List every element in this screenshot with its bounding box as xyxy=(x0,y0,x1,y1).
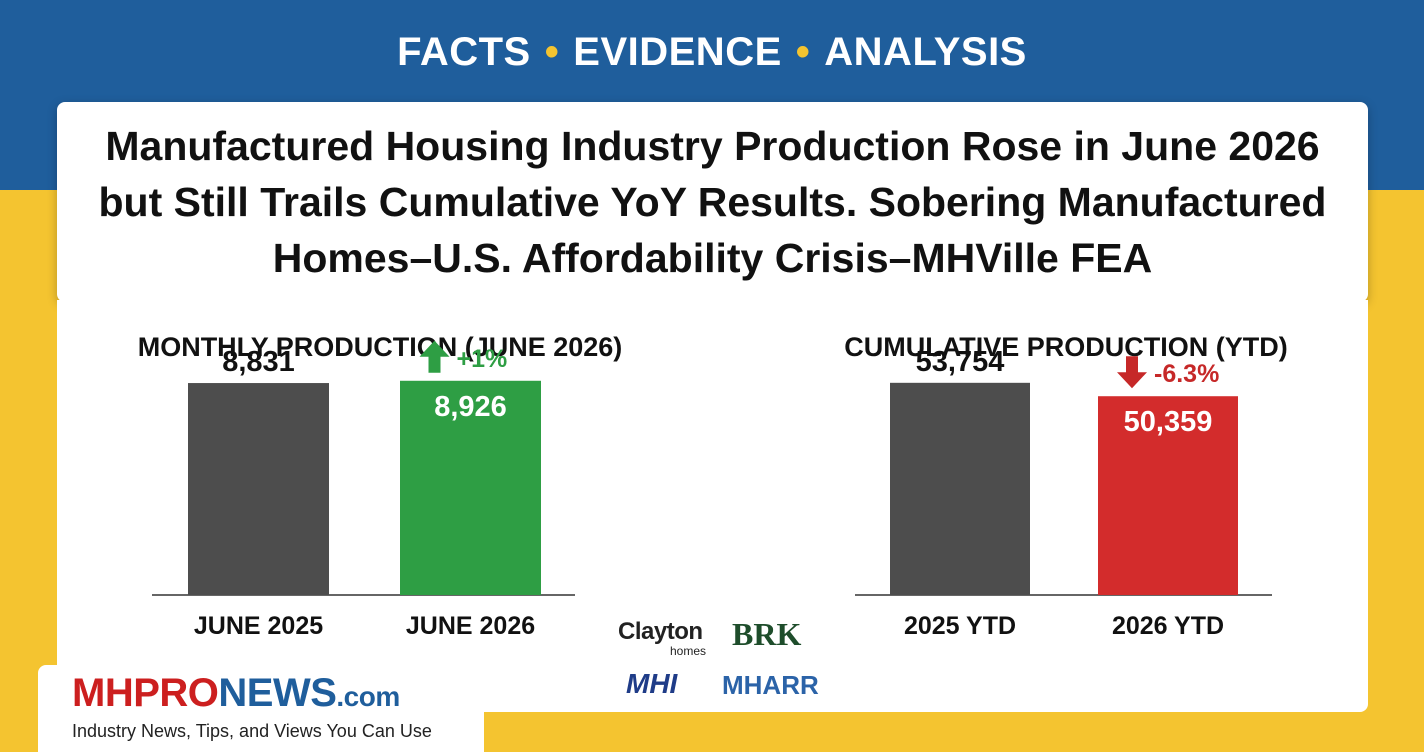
brand-tagline: Industry News, Tips, and Views You Can U… xyxy=(72,721,432,741)
brk-logo: BRK xyxy=(732,616,802,652)
tagline-evidence: EVIDENCE xyxy=(573,30,782,74)
tagline-separator: • xyxy=(795,30,811,74)
mharr-logo: MHARR xyxy=(722,670,819,700)
brand-logo: MHPRONEWS.com xyxy=(72,671,400,715)
tagline-analysis: ANALYSIS xyxy=(824,30,1027,74)
tagline: FACTS • EVIDENCE • ANALYSIS xyxy=(0,30,1424,75)
clayton-logo-sub: homes xyxy=(670,644,707,658)
tagline-separator: • xyxy=(544,30,560,74)
brand-box: MHPRONEWS.com Industry News, Tips, and V… xyxy=(38,665,484,752)
headline-box: Manufactured Housing Industry Production… xyxy=(57,102,1368,302)
mhi-logo: MHI xyxy=(626,668,678,699)
headline: Manufactured Housing Industry Production… xyxy=(98,123,1327,281)
partner-logos: Clayton homes BRK MHI MHARR xyxy=(612,612,819,702)
clayton-logo: Clayton xyxy=(618,618,703,645)
tagline-facts: FACTS xyxy=(397,30,531,74)
